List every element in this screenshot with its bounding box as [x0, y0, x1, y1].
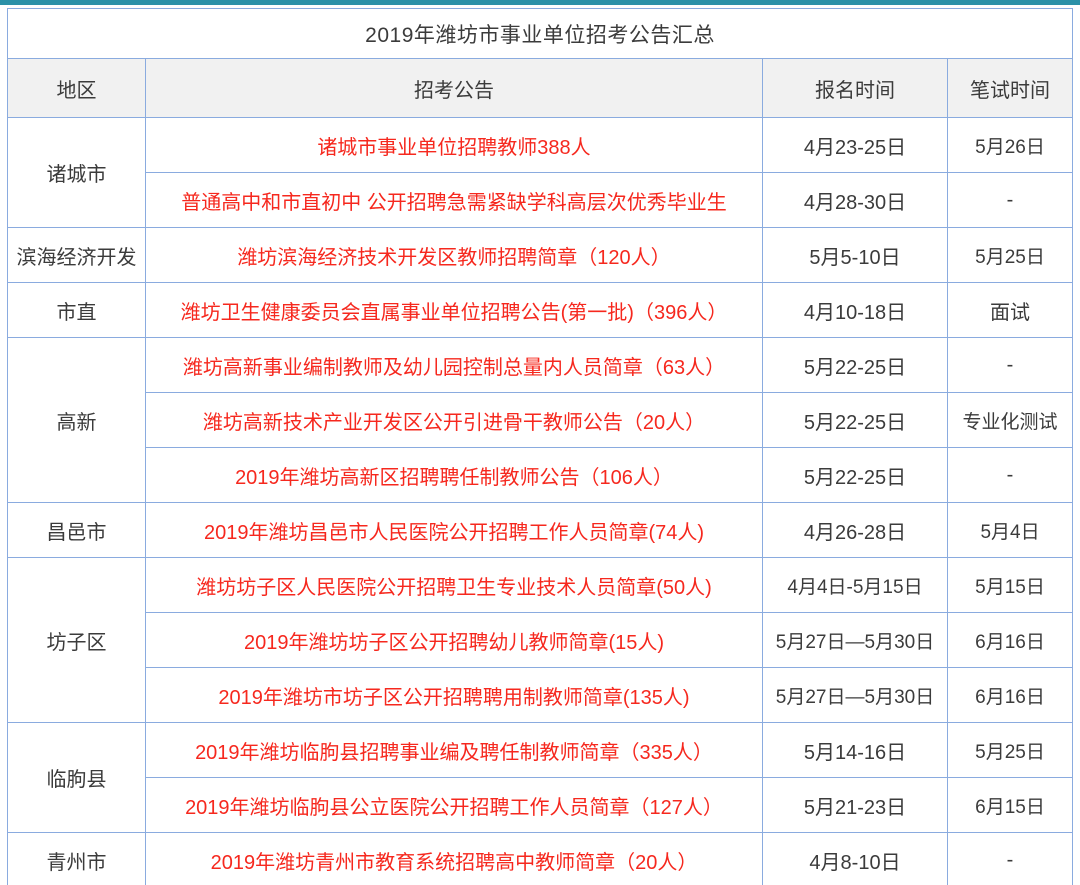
announcement-link[interactable]: 潍坊高新技术产业开发区公开引进骨干教师公告（20人）	[202, 411, 706, 434]
announcement-cell: 潍坊高新事业编制教师及幼儿园控制总量内人员简章（63人）	[145, 337, 763, 393]
announcement-link[interactable]: 普通高中和市直初中 公开招聘急需紧缺学科高层次优秀毕业生	[181, 191, 727, 214]
region-cell: 诸城市	[7, 117, 146, 228]
announcement-cell: 2019年潍坊昌邑市人民医院公开招聘工作人员简章(74人)	[145, 502, 763, 558]
column-header-signup-time: 报名时间	[762, 58, 948, 118]
signup-date-cell: 5月21-23日	[762, 777, 948, 833]
region-cell: 高新	[7, 337, 146, 503]
signup-date-cell: 5月22-25日	[762, 337, 948, 393]
table-row: 坊子区 潍坊坊子区人民医院公开招聘卫生专业技术人员简章(50人) 4月4日-5月15…	[7, 557, 1074, 723]
table-row: 滨海经济开发 潍坊滨海经济技术开发区教师招聘简章（120人） 5月5-10日 5月25…	[7, 227, 1074, 283]
table-row: 市直 潍坊卫生健康委员会直属事业单位招聘公告(第一批)（396人） 4月10-18日…	[7, 282, 1074, 338]
column-header-announcement: 招考公告	[145, 58, 763, 118]
announcement-link[interactable]: 2019年潍坊临朐县招聘事业编及聘任制教师简章（335人）	[195, 741, 713, 764]
signup-date-cell: 5月14-16日	[762, 722, 948, 778]
table-row: 诸城市 诸城市事业单位招聘教师388人 4月23-25日 5月26日	[7, 117, 1074, 228]
column-header-region: 地区	[7, 58, 146, 118]
region-cell: 滨海经济开发	[7, 227, 146, 283]
table-row: 高新 潍坊高新事业编制教师及幼儿园控制总量内人员简章（63人） 5月22-25日 -	[7, 337, 1074, 503]
region-cell: 昌邑市	[7, 502, 146, 558]
table-row: 临朐县 2019年潍坊临朐县招聘事业编及聘任制教师简章（335人） 5月14-16日…	[7, 722, 1074, 833]
announcement-link[interactable]: 潍坊高新事业编制教师及幼儿园控制总量内人员简章（63人）	[182, 356, 726, 379]
table-row: 2019年潍坊坊子区公开招聘幼儿教师简章(15人) 5月27日—5月30日 6月16…	[8, 612, 1074, 668]
announcement-cell: 2019年潍坊临朐县公立医院公开招聘工作人员简章（127人）	[145, 777, 763, 833]
table-title: 2019年潍坊市事业单位招考公告汇总	[6, 8, 1074, 59]
exam-date-cell: -	[946, 172, 1074, 228]
signup-date-cell: 5月22-25日	[762, 447, 948, 503]
signup-date-cell: 4月23-25日	[762, 117, 948, 173]
announcement-cell: 2019年潍坊市坊子区公开招聘聘用制教师简章(135人)	[145, 667, 763, 723]
announcement-cell: 诸城市事业单位招聘教师388人	[145, 117, 763, 173]
exam-date-cell: 5月25日	[946, 227, 1074, 283]
exam-date-cell: 6月16日	[946, 667, 1074, 723]
exam-date-cell: 6月15日	[946, 777, 1074, 833]
announcement-link[interactable]: 2019年潍坊高新区招聘聘任制教师公告（106人）	[235, 466, 673, 489]
table-row: 昌邑市 2019年潍坊昌邑市人民医院公开招聘工作人员简章(74人) 4月26-28日…	[7, 502, 1074, 558]
region-cell: 市直	[7, 282, 146, 338]
signup-date-cell: 5月27日—5月30日	[762, 612, 948, 668]
announcement-cell: 2019年潍坊坊子区公开招聘幼儿教师简章(15人)	[145, 612, 763, 668]
exam-date-cell: 5月4日	[946, 502, 1074, 558]
signup-date-cell: 4月10-18日	[762, 282, 948, 338]
table-row: 潍坊高新技术产业开发区公开引进骨干教师公告（20人） 5月22-25日 专业化测试	[8, 392, 1074, 448]
announcement-link[interactable]: 2019年潍坊昌邑市人民医院公开招聘工作人员简章(74人)	[203, 521, 705, 544]
table-row: 普通高中和市直初中 公开招聘急需紧缺学科高层次优秀毕业生 4月28-30日 -	[8, 172, 1074, 228]
announcement-link[interactable]: 潍坊卫生健康委员会直属事业单位招聘公告(第一批)（396人）	[180, 301, 728, 324]
table-row: 2019年潍坊临朐县公立医院公开招聘工作人员简章（127人） 5月21-23日 6月…	[8, 777, 1074, 833]
region-cell: 临朐县	[7, 722, 146, 833]
table-title-row: 2019年潍坊市事业单位招考公告汇总	[6, 8, 1074, 59]
announcement-cell: 2019年潍坊临朐县招聘事业编及聘任制教师简章（335人）	[145, 722, 763, 778]
announcement-link[interactable]: 诸城市事业单位招聘教师388人	[317, 136, 591, 159]
signup-date-cell: 4月4日-5月15日	[762, 557, 948, 613]
exam-date-cell: 6月16日	[946, 612, 1074, 668]
announcement-link[interactable]: 2019年潍坊青州市教育系统招聘高中教师简章（20人）	[210, 851, 698, 874]
announcement-link[interactable]: 2019年潍坊临朐县公立医院公开招聘工作人员简章（127人）	[185, 796, 723, 819]
announcement-link[interactable]: 2019年潍坊市坊子区公开招聘聘用制教师简章(135人)	[218, 686, 690, 709]
signup-date-cell: 5月27日—5月30日	[762, 667, 948, 723]
announcement-cell: 2019年潍坊青州市教育系统招聘高中教师简章（20人）	[145, 832, 763, 885]
signup-date-cell: 4月26-28日	[762, 502, 948, 558]
exam-date-cell: 5月26日	[946, 117, 1074, 173]
table-body: 诸城市 诸城市事业单位招聘教师388人 4月23-25日 5月26日 普通高中和市直初中…	[7, 117, 1074, 885]
announcement-link[interactable]: 2019年潍坊坊子区公开招聘幼儿教师简章(15人)	[243, 631, 665, 654]
table-row: 2019年潍坊高新区招聘聘任制教师公告（106人） 5月22-25日 -	[8, 447, 1074, 503]
announcement-cell: 潍坊高新技术产业开发区公开引进骨干教师公告（20人）	[145, 392, 763, 448]
announcement-cell: 2019年潍坊高新区招聘聘任制教师公告（106人）	[145, 447, 763, 503]
exam-date-cell: 面试	[946, 282, 1074, 338]
exam-date-cell: -	[946, 447, 1074, 503]
announcement-link[interactable]: 潍坊坊子区人民医院公开招聘卫生专业技术人员简章(50人)	[196, 576, 712, 599]
table-header-row: 地区 招考公告 报名时间 笔试时间	[7, 58, 1074, 118]
exam-date-cell: -	[946, 337, 1074, 393]
table-row: 青州市 2019年潍坊青州市教育系统招聘高中教师简章（20人） 4月8-10日 -	[7, 832, 1074, 885]
signup-date-cell: 4月8-10日	[762, 832, 948, 885]
region-cell: 青州市	[7, 832, 146, 885]
exam-date-cell: -	[946, 832, 1074, 885]
exam-date-cell: 5月25日	[946, 722, 1074, 778]
exam-date-cell: 5月15日	[946, 557, 1074, 613]
column-header-exam-time: 笔试时间	[946, 58, 1074, 118]
exam-date-cell: 专业化测试	[946, 392, 1074, 448]
table-row: 2019年潍坊市坊子区公开招聘聘用制教师简章(135人) 5月27日—5月30日 6…	[8, 667, 1074, 723]
region-cell: 坊子区	[7, 557, 146, 723]
signup-date-cell: 5月22-25日	[762, 392, 948, 448]
announcement-cell: 潍坊卫生健康委员会直属事业单位招聘公告(第一批)（396人）	[145, 282, 763, 338]
signup-date-cell: 4月28-30日	[762, 172, 948, 228]
announcement-cell: 普通高中和市直初中 公开招聘急需紧缺学科高层次优秀毕业生	[145, 172, 763, 228]
announcement-link[interactable]: 潍坊滨海经济技术开发区教师招聘简章（120人）	[237, 246, 671, 269]
recruitment-table: 2019年潍坊市事业单位招考公告汇总 地区 招考公告 报名时间 笔试时间 诸城市…	[6, 8, 1074, 885]
top-accent-bar	[0, 0, 1080, 5]
announcement-cell: 潍坊坊子区人民医院公开招聘卫生专业技术人员简章(50人)	[145, 557, 763, 613]
announcement-cell: 潍坊滨海经济技术开发区教师招聘简章（120人）	[145, 227, 763, 283]
signup-date-cell: 5月5-10日	[762, 227, 948, 283]
